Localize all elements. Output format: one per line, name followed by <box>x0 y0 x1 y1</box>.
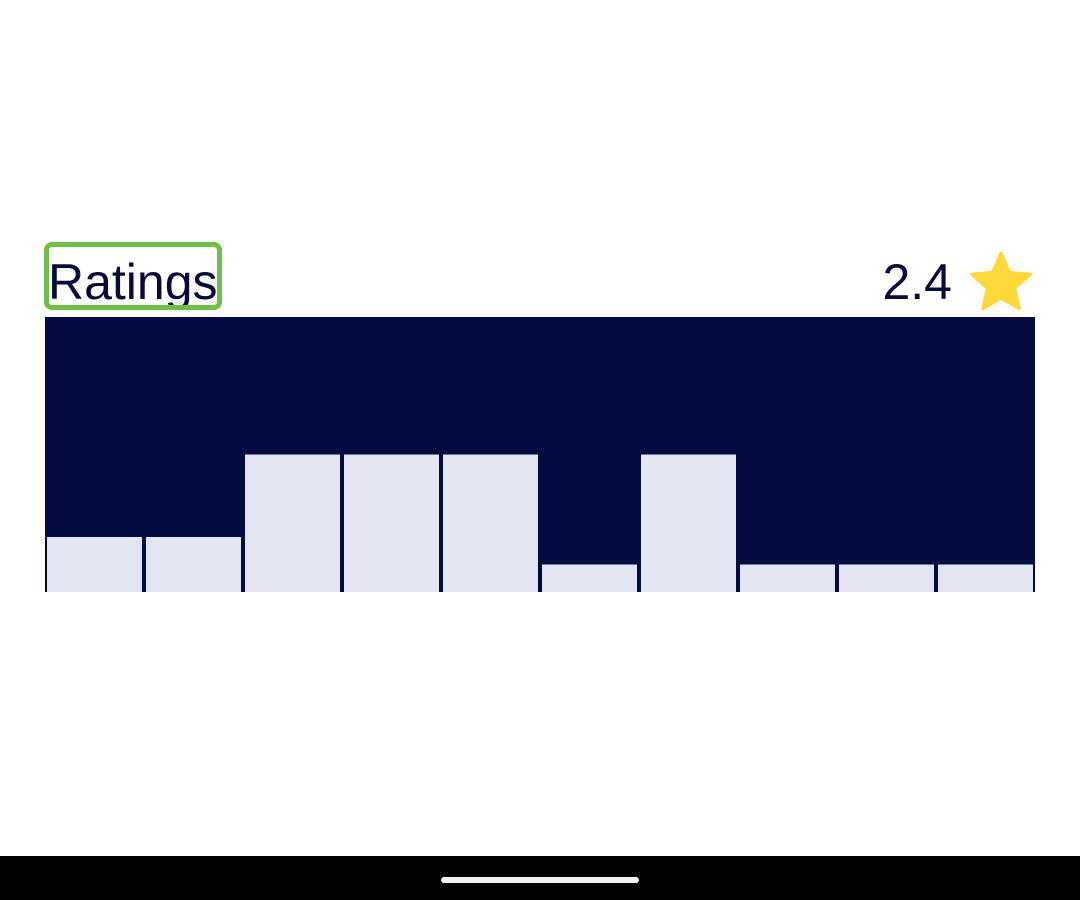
histogram-bar <box>146 537 241 592</box>
star-icon <box>970 251 1032 311</box>
histogram-bar <box>443 454 538 592</box>
histogram-bar <box>938 564 1033 592</box>
ratings-histogram <box>45 317 1035 592</box>
ratings-title: Ratings <box>48 254 218 310</box>
chart-bars <box>47 454 1033 592</box>
histogram-bar <box>47 537 142 592</box>
histogram-bar <box>740 564 835 592</box>
histogram-bar <box>344 454 439 592</box>
app-screen: Ratings 2.4 <box>44 242 1035 592</box>
home-indicator[interactable] <box>441 877 639 883</box>
average-rating: 2.4 <box>882 254 952 310</box>
histogram-bar <box>839 564 934 592</box>
system-navigation-bar <box>0 856 1080 900</box>
focus-highlight <box>44 242 222 310</box>
histogram-bar <box>641 454 736 592</box>
histogram-bar <box>245 454 340 592</box>
histogram-bar <box>542 564 637 592</box>
